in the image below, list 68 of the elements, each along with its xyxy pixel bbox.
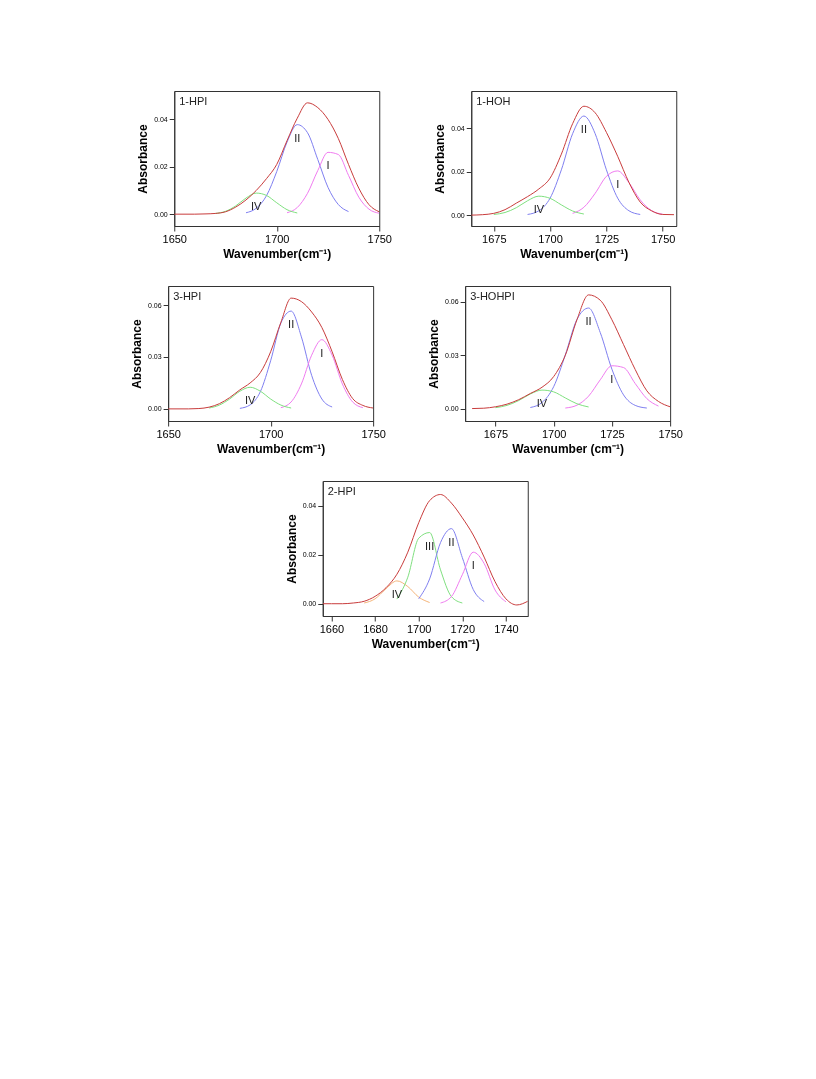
x-axis-title: Wavenumber(cm⁻¹) xyxy=(371,636,480,651)
x-tick-label: 1740 xyxy=(494,622,519,635)
line-series xyxy=(564,365,659,409)
chart-title: 1-HPI xyxy=(179,95,208,107)
annotation: II xyxy=(580,123,587,136)
line-series xyxy=(239,310,333,409)
x-axis-title: Wavenumber(cm⁻¹) xyxy=(520,246,629,261)
annotation: IV xyxy=(244,394,256,407)
annotation: IV xyxy=(391,587,403,600)
x-tick-label: 1675 xyxy=(483,427,509,440)
line-series xyxy=(208,386,292,409)
x-tick-label: 1720 xyxy=(450,622,476,635)
line-series xyxy=(471,294,671,410)
x-tick-label: 1750 xyxy=(367,232,392,245)
x-tick-label: 1750 xyxy=(361,427,386,440)
line-series xyxy=(286,151,380,214)
y-axis-title: Absorbance xyxy=(130,319,145,389)
y-axis-title: Absorbance xyxy=(433,124,448,194)
line-series xyxy=(214,192,298,214)
x-tick-label: 1700 xyxy=(541,427,567,440)
y-axis-title: Absorbance xyxy=(284,514,299,584)
line-series xyxy=(493,195,585,215)
x-tick-label: 1750 xyxy=(658,427,683,440)
x-tick-label: 1700 xyxy=(406,622,432,635)
line-series xyxy=(440,551,507,604)
line-series xyxy=(245,124,349,214)
line-series xyxy=(572,170,664,215)
y-axis-title: Absorbance xyxy=(136,124,151,194)
annotation: II xyxy=(294,131,301,144)
y-axis-title: Absorbance xyxy=(427,319,442,389)
annotation: I xyxy=(326,159,330,172)
chart-title: 3-HPI xyxy=(173,290,202,302)
chart-title: 2-HPI xyxy=(327,485,356,497)
line-series xyxy=(471,105,675,216)
x-axis-title: Wavenumber (cm⁻¹) xyxy=(512,441,624,456)
annotation: II xyxy=(585,315,592,328)
line-series xyxy=(280,339,364,409)
annotation: I xyxy=(616,177,620,190)
line-series xyxy=(418,528,485,603)
annotation: IV xyxy=(251,200,263,213)
x-tick-label: 1680 xyxy=(363,622,388,635)
line-series xyxy=(529,307,648,409)
line-series xyxy=(322,494,528,606)
x-tick-label: 1725 xyxy=(594,232,620,245)
chart-title: 1-HOH xyxy=(476,95,511,107)
annotation: I xyxy=(471,559,475,572)
x-tick-label: 1700 xyxy=(538,232,563,245)
x-tick-label: 1650 xyxy=(162,232,187,245)
annotation: IV xyxy=(536,397,548,410)
annotation: I xyxy=(610,372,614,385)
line-series xyxy=(494,389,590,409)
x-tick-label: 1675 xyxy=(482,232,507,245)
annotation: I xyxy=(320,346,324,359)
chart-title: 3-HOHPI xyxy=(470,290,515,302)
x-tick-label: 1725 xyxy=(600,427,625,440)
line-series xyxy=(527,115,641,215)
line-series xyxy=(363,580,431,604)
x-tick-label: 1700 xyxy=(265,232,290,245)
annotation: III xyxy=(425,539,435,552)
x-axis-title: Wavenumber(cm⁻¹) xyxy=(223,246,332,261)
x-tick-label: 1660 xyxy=(319,622,345,635)
x-tick-label: 1750 xyxy=(650,232,676,245)
annotation: IV xyxy=(533,203,545,216)
x-tick-label: 1700 xyxy=(258,427,284,440)
x-axis-title: Wavenumber(cm⁻¹) xyxy=(217,441,326,456)
annotation: II xyxy=(448,535,455,548)
annotation: II xyxy=(288,318,295,331)
x-tick-label: 1650 xyxy=(156,427,181,440)
